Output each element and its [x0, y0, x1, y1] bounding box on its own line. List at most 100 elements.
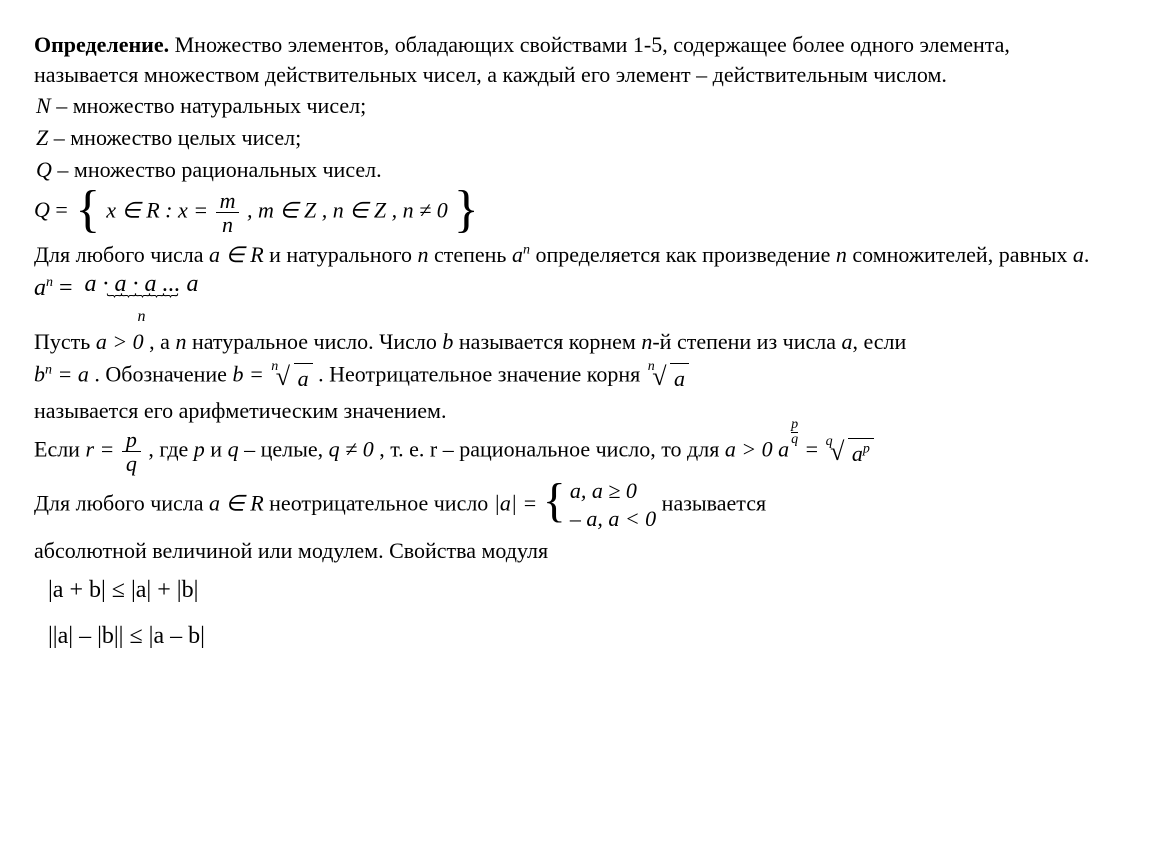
rp-p5: , т. е. r – рациональное число, то для	[379, 436, 725, 461]
definition-paragraph: Определение. Множество элементов, облада…	[34, 30, 1116, 89]
cases-brace-icon: {	[543, 478, 570, 524]
rp-fraction: p q	[122, 428, 141, 475]
rp-root-arg-base: a	[852, 441, 863, 466]
set-Q-line: Q – множество рациональных чисел.	[36, 155, 1116, 185]
pw-n: n	[417, 242, 428, 267]
rational-power-line: Если r = p q , где p и q – целые, q ≠ 0 …	[34, 428, 1116, 475]
set-N-symbol: N	[36, 93, 51, 118]
set-Q-symbol: Q	[36, 157, 52, 182]
rt-a: a	[841, 329, 852, 354]
rt-bn-b: b	[34, 361, 45, 386]
pw-f-sup: n	[46, 275, 53, 290]
rp-q: q	[228, 436, 239, 461]
set-Z-line: Z – множество целых чисел;	[36, 123, 1116, 153]
rt-p4: называется корнем	[459, 329, 641, 354]
definition-label: Определение.	[34, 32, 169, 57]
rt-l2b: . Обозначение	[94, 361, 232, 386]
rt-p5: -й степени из числа	[652, 329, 841, 354]
definition-text: Множество элементов, обладающих свойства…	[34, 32, 1010, 87]
root2-idx: n	[648, 358, 655, 377]
mp2: ||a| – |b|| ≤ |a – b|	[48, 623, 205, 649]
pw-p6: .	[1084, 242, 1090, 267]
set-Z-symbol: Z	[36, 125, 48, 150]
rp-supfrac: pq	[791, 418, 798, 447]
Q-frac-num: m	[216, 189, 240, 212]
Q-set-braces: { x ∈ R : x = m n , m ∈ Z , n ∈ Z , n ≠ …	[73, 186, 480, 238]
rt-n2: n	[641, 329, 652, 354]
pw-n2: n	[836, 242, 847, 267]
Q-part2: , m ∈ Z , n ∈ Z , n ≠ 0	[247, 197, 448, 222]
abs-p3: называется	[662, 490, 766, 515]
Q-set-content: x ∈ R : x = m n , m ∈ Z , n ∈ Z , n ≠ 0	[102, 187, 451, 238]
rp-qne0: q ≠ 0	[329, 436, 374, 461]
abs-case2: – a, a < 0	[570, 505, 656, 534]
pw-a: a	[512, 242, 523, 267]
rt-l2c: b =	[232, 361, 269, 386]
rt-cond: a > 0	[96, 329, 144, 354]
Q-eq: =	[55, 197, 73, 222]
pw-a-sup: n	[523, 243, 530, 258]
underbrace-label: n	[79, 309, 205, 325]
pw-p4: определяется как произведение	[535, 242, 835, 267]
pw-p5: сомножителей, равных	[852, 242, 1073, 267]
Q-part1: x ∈ R : x =	[106, 197, 213, 222]
rt-l2d: . Неотрицательное значение корня	[318, 361, 646, 386]
pw-p3: степень	[434, 242, 512, 267]
underbrace: a · a · a ... a ︸︸︸︸︸ n	[79, 272, 205, 325]
root-line2: bn = a . Обозначение b = n √ a . Неотриц…	[34, 359, 1116, 394]
rp-root-arg: ap	[848, 438, 874, 469]
rp-frac-d: q	[122, 451, 141, 475]
Q-lhs: Q	[34, 197, 50, 222]
rt-n: n	[175, 329, 186, 354]
set-N-line: N – множество натуральных чисел;	[36, 91, 1116, 121]
rt-p2: , а	[149, 329, 175, 354]
module-prop-1: |a + b| ≤ |a| + |b|	[48, 574, 1116, 606]
set-N-desc: – множество натуральных чисел;	[51, 93, 367, 118]
set-Z-desc: – множество целых чисел;	[48, 125, 301, 150]
root-line3: называется его арифметическим значением.	[34, 396, 1116, 426]
root-line1: Пусть a > 0 , а n натуральное число. Чис…	[34, 327, 1116, 357]
mp1: |a + b| ≤ |a| + |b|	[48, 577, 198, 603]
abs-p1: Для любого числа	[34, 490, 209, 515]
rp-root-idx: q	[826, 433, 833, 452]
abs-lhs: |a| =	[494, 490, 543, 515]
rp-p1: Если	[34, 436, 85, 461]
pw-p2: и натурального	[269, 242, 417, 267]
rp-sup-n: p	[791, 418, 798, 432]
abs-cases: { a, a ≥ 0 – a, a < 0	[543, 477, 656, 534]
abs-line1: Для любого числа a ∈ R неотрицательное ч…	[34, 477, 1116, 534]
rp-p2: , где	[148, 436, 193, 461]
root2-arg: a	[670, 363, 689, 394]
Q-definition-formula: Q = { x ∈ R : x = m n , m ∈ Z , n ∈ Z , …	[34, 186, 1116, 238]
abs-case1: a, a ≥ 0	[570, 477, 656, 506]
rp-root: q √ ap	[824, 434, 874, 469]
abs-p2: неотрицательное число	[269, 490, 494, 515]
set-Q-desc: – множество рациональных чисел.	[52, 157, 382, 182]
right-brace-icon: }	[452, 184, 481, 236]
rp-p3: и	[210, 436, 227, 461]
rp-root-arg-sup: p	[863, 442, 870, 457]
rp-p: p	[194, 436, 205, 461]
nth-root-1: n √ a	[269, 359, 312, 394]
rt-p1: Пусть	[34, 329, 96, 354]
pw-p1: Для любого числа	[34, 242, 209, 267]
pw-f-eq: =	[59, 275, 79, 301]
rp-sup-d: q	[791, 432, 798, 447]
abs-aR: a ∈ R	[209, 490, 264, 515]
pw-aR: a ∈ R	[209, 242, 264, 267]
power-paragraph: Для любого числа a ∈ R и натурального n …	[34, 240, 1116, 270]
root1-idx: n	[271, 358, 278, 377]
document-page: Определение. Множество элементов, облада…	[0, 0, 1150, 864]
abs-line2: абсолютной величиной или модулем. Свойст…	[34, 536, 1116, 566]
rt-p3: натуральное число. Число	[192, 329, 442, 354]
Q-frac-den: n	[216, 212, 240, 236]
rp-frac-n: p	[122, 428, 141, 451]
left-brace-icon: {	[73, 184, 102, 236]
abs-cases-body: a, a ≥ 0 – a, a < 0	[570, 477, 656, 534]
pw-f-lhs: a	[34, 275, 46, 301]
rp-eq: =	[806, 436, 824, 461]
root1-arg: a	[294, 363, 313, 394]
rp-agt0: a > 0	[725, 436, 773, 461]
rt-p6: , если	[852, 329, 906, 354]
nth-root-2: n √ a	[646, 359, 689, 394]
